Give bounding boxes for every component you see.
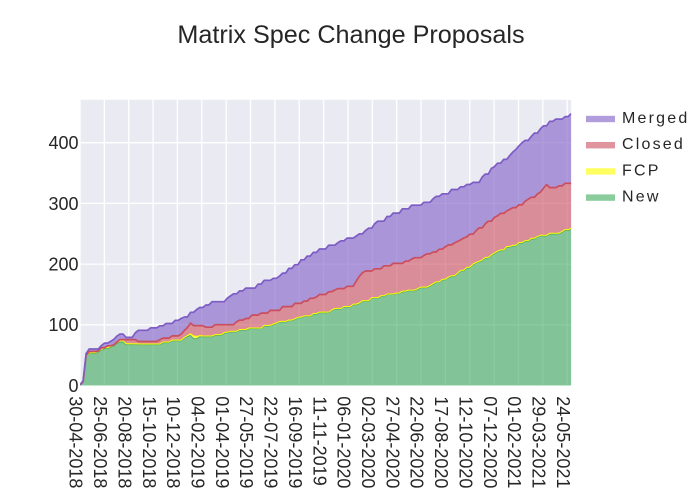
svg-text:20-08-2018: 20-08-2018: [114, 396, 134, 488]
svg-text:400: 400: [48, 133, 78, 153]
svg-text:17-08-2020: 17-08-2020: [431, 396, 451, 488]
svg-text:04-02-2019: 04-02-2019: [188, 396, 208, 488]
svg-text:16-09-2019: 16-09-2019: [285, 396, 305, 488]
svg-text:25-06-2018: 25-06-2018: [90, 396, 110, 488]
svg-text:01-04-2019: 01-04-2019: [212, 396, 232, 488]
svg-text:12-10-2020: 12-10-2020: [456, 396, 476, 488]
svg-text:Merged: Merged: [622, 110, 689, 127]
svg-text:15-10-2018: 15-10-2018: [139, 396, 159, 488]
svg-text:11-11-2019: 11-11-2019: [309, 396, 329, 485]
svg-text:Matrix Spec Change Proposals: Matrix Spec Change Proposals: [177, 21, 524, 49]
svg-text:06-01-2020: 06-01-2020: [334, 396, 354, 488]
svg-text:200: 200: [48, 255, 78, 275]
svg-text:22-06-2020: 22-06-2020: [407, 396, 427, 488]
svg-text:22-07-2019: 22-07-2019: [261, 396, 281, 488]
svg-text:27-04-2020: 27-04-2020: [382, 396, 402, 488]
svg-text:300: 300: [48, 194, 78, 214]
svg-text:100: 100: [48, 315, 78, 335]
svg-text:0: 0: [68, 376, 78, 396]
svg-text:07-12-2020: 07-12-2020: [480, 396, 500, 488]
svg-text:New: New: [622, 189, 661, 206]
svg-text:27-05-2019: 27-05-2019: [236, 396, 256, 488]
svg-text:30-04-2018: 30-04-2018: [66, 396, 86, 488]
svg-text:Closed: Closed: [622, 136, 685, 153]
svg-text:24-05-2021: 24-05-2021: [553, 396, 573, 488]
svg-text:02-03-2020: 02-03-2020: [358, 396, 378, 488]
svg-text:29-03-2021: 29-03-2021: [529, 396, 549, 488]
svg-text:01-02-2021: 01-02-2021: [504, 396, 524, 488]
svg-text:10-12-2018: 10-12-2018: [163, 396, 183, 488]
svg-text:FCP: FCP: [622, 162, 661, 179]
